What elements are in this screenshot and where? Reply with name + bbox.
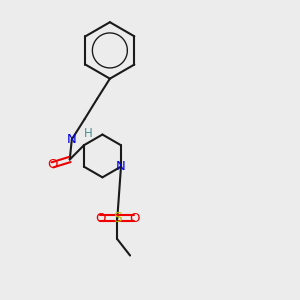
Text: H: H [84, 127, 93, 140]
Text: O: O [95, 212, 106, 225]
Text: S: S [113, 212, 122, 225]
Text: N: N [67, 133, 77, 146]
Text: O: O [129, 212, 140, 225]
Text: O: O [47, 158, 58, 171]
Text: N: N [116, 160, 126, 173]
